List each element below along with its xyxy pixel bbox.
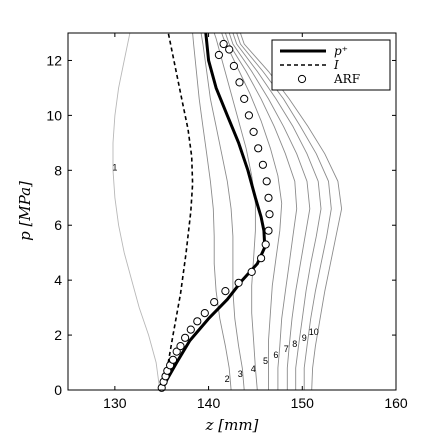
y-tick-label: 6 [54, 217, 62, 233]
curve-label: 4 [251, 364, 256, 374]
thin-curve-6 [224, 33, 298, 390]
arf-point [234, 278, 243, 287]
thin-curve-3 [200, 33, 245, 390]
y-tick-label: 12 [46, 52, 62, 68]
arf-point [247, 267, 256, 276]
thin-curve-4 [213, 33, 258, 390]
arf-point [210, 298, 219, 307]
y-tick-label: 4 [54, 272, 62, 288]
arf-point [262, 177, 271, 186]
arf-point [254, 144, 263, 153]
y-axis-label: p [MPa] [16, 181, 34, 241]
legend-box [271, 39, 391, 91]
arf-point [168, 355, 178, 364]
arf-point [172, 347, 181, 356]
series-line-1 [160, 33, 267, 390]
arf-point [257, 254, 266, 263]
curve-label: 5 [263, 356, 268, 366]
arf-point [264, 193, 273, 202]
series-line-2 [160, 33, 194, 390]
x-tick-label: 130 [103, 395, 127, 411]
legend-label: I [333, 58, 339, 72]
curve-label: 3 [238, 369, 243, 379]
arf-point [186, 325, 195, 334]
arf-point [261, 240, 270, 249]
marker-series [157, 39, 274, 392]
thin-curve-2 [192, 33, 232, 390]
curve-label: 9 [302, 333, 307, 343]
arf-point [235, 78, 244, 87]
y-tick-label: 8 [54, 162, 62, 178]
legend-label: ARF [333, 72, 360, 86]
legend-label: p⁺ [334, 44, 348, 58]
curve-label: 1 [112, 162, 117, 172]
curve-label: 8 [292, 339, 297, 349]
main-series [160, 33, 267, 390]
arf-point [219, 39, 228, 49]
x-axis-label: z [mm] [205, 416, 259, 434]
curve-label: 6 [273, 350, 278, 360]
curve-label: 10 [309, 327, 319, 337]
arf-point [221, 287, 230, 296]
thin-curve-1 [112, 33, 161, 390]
y-tick-label: 2 [54, 327, 62, 343]
curve-label: 2 [225, 374, 230, 384]
x-tick-label: 160 [384, 395, 408, 411]
arf-point [193, 317, 202, 326]
arf-point [258, 160, 267, 169]
thin-curve-9 [236, 33, 332, 390]
x-tick-label: 150 [291, 395, 315, 411]
y-tick-label: 0 [54, 382, 62, 398]
arf-point [240, 94, 249, 104]
arf-point [181, 333, 190, 342]
arf-point [265, 210, 274, 219]
arf-point [264, 226, 273, 235]
y-tick-label: 10 [46, 107, 62, 123]
thin-curve-5 [221, 33, 283, 390]
arf-point [225, 45, 234, 54]
arf-point [214, 50, 223, 60]
curve-label: 7 [284, 344, 289, 354]
arf-point [249, 127, 258, 136]
thin-curve-8 [232, 33, 322, 390]
x-tick-label: 140 [197, 395, 221, 411]
arf-point [200, 309, 209, 318]
arf-point [176, 342, 185, 351]
arf-point [229, 61, 238, 71]
legend-marker [297, 74, 307, 84]
thin-curve-7 [228, 33, 311, 390]
plot-frame [67, 32, 397, 391]
arf-point [244, 111, 253, 120]
